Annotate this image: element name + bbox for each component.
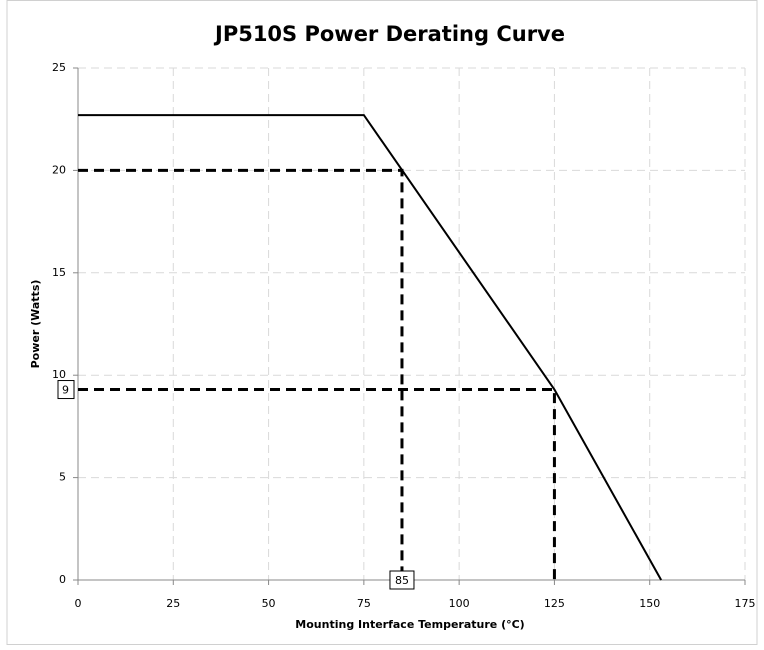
x-tick-label: 75 — [357, 597, 371, 610]
y-tick-label: 10 — [52, 368, 66, 381]
x-tick-label: 150 — [639, 597, 660, 610]
guide-line — [78, 168, 404, 580]
annotation-label: 9 — [62, 384, 69, 397]
x-tick-label: 125 — [544, 597, 565, 610]
annotation-label: 85 — [395, 574, 409, 587]
y-tick-label: 0 — [59, 573, 66, 586]
x-axis-label: Mounting Interface Temperature (°C) — [295, 618, 524, 631]
y-tick-label: 5 — [59, 471, 66, 484]
chart-title: JP510S Power Derating Curve — [213, 22, 565, 46]
annotation-box — [389, 570, 415, 590]
x-tick-label: 50 — [262, 597, 276, 610]
x-tick-label: 25 — [166, 597, 180, 610]
series-line — [78, 114, 663, 581]
y-tick-label: 15 — [52, 266, 66, 279]
y-tick-label: 25 — [52, 61, 66, 74]
chart-frame — [6, 0, 758, 645]
y-axis-label: Power (Watts) — [29, 280, 42, 369]
x-tick-label: 100 — [449, 597, 470, 610]
y-tick-label: 20 — [52, 163, 66, 176]
x-tick-label: 0 — [75, 597, 82, 610]
x-tick-label: 175 — [735, 597, 756, 610]
annotation-box — [57, 380, 75, 400]
guide-line — [78, 388, 556, 580]
